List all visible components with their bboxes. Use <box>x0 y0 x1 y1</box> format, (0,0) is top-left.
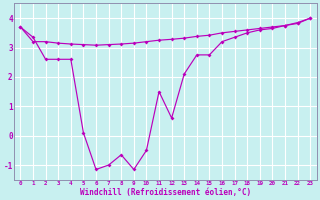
X-axis label: Windchill (Refroidissement éolien,°C): Windchill (Refroidissement éolien,°C) <box>80 188 251 197</box>
